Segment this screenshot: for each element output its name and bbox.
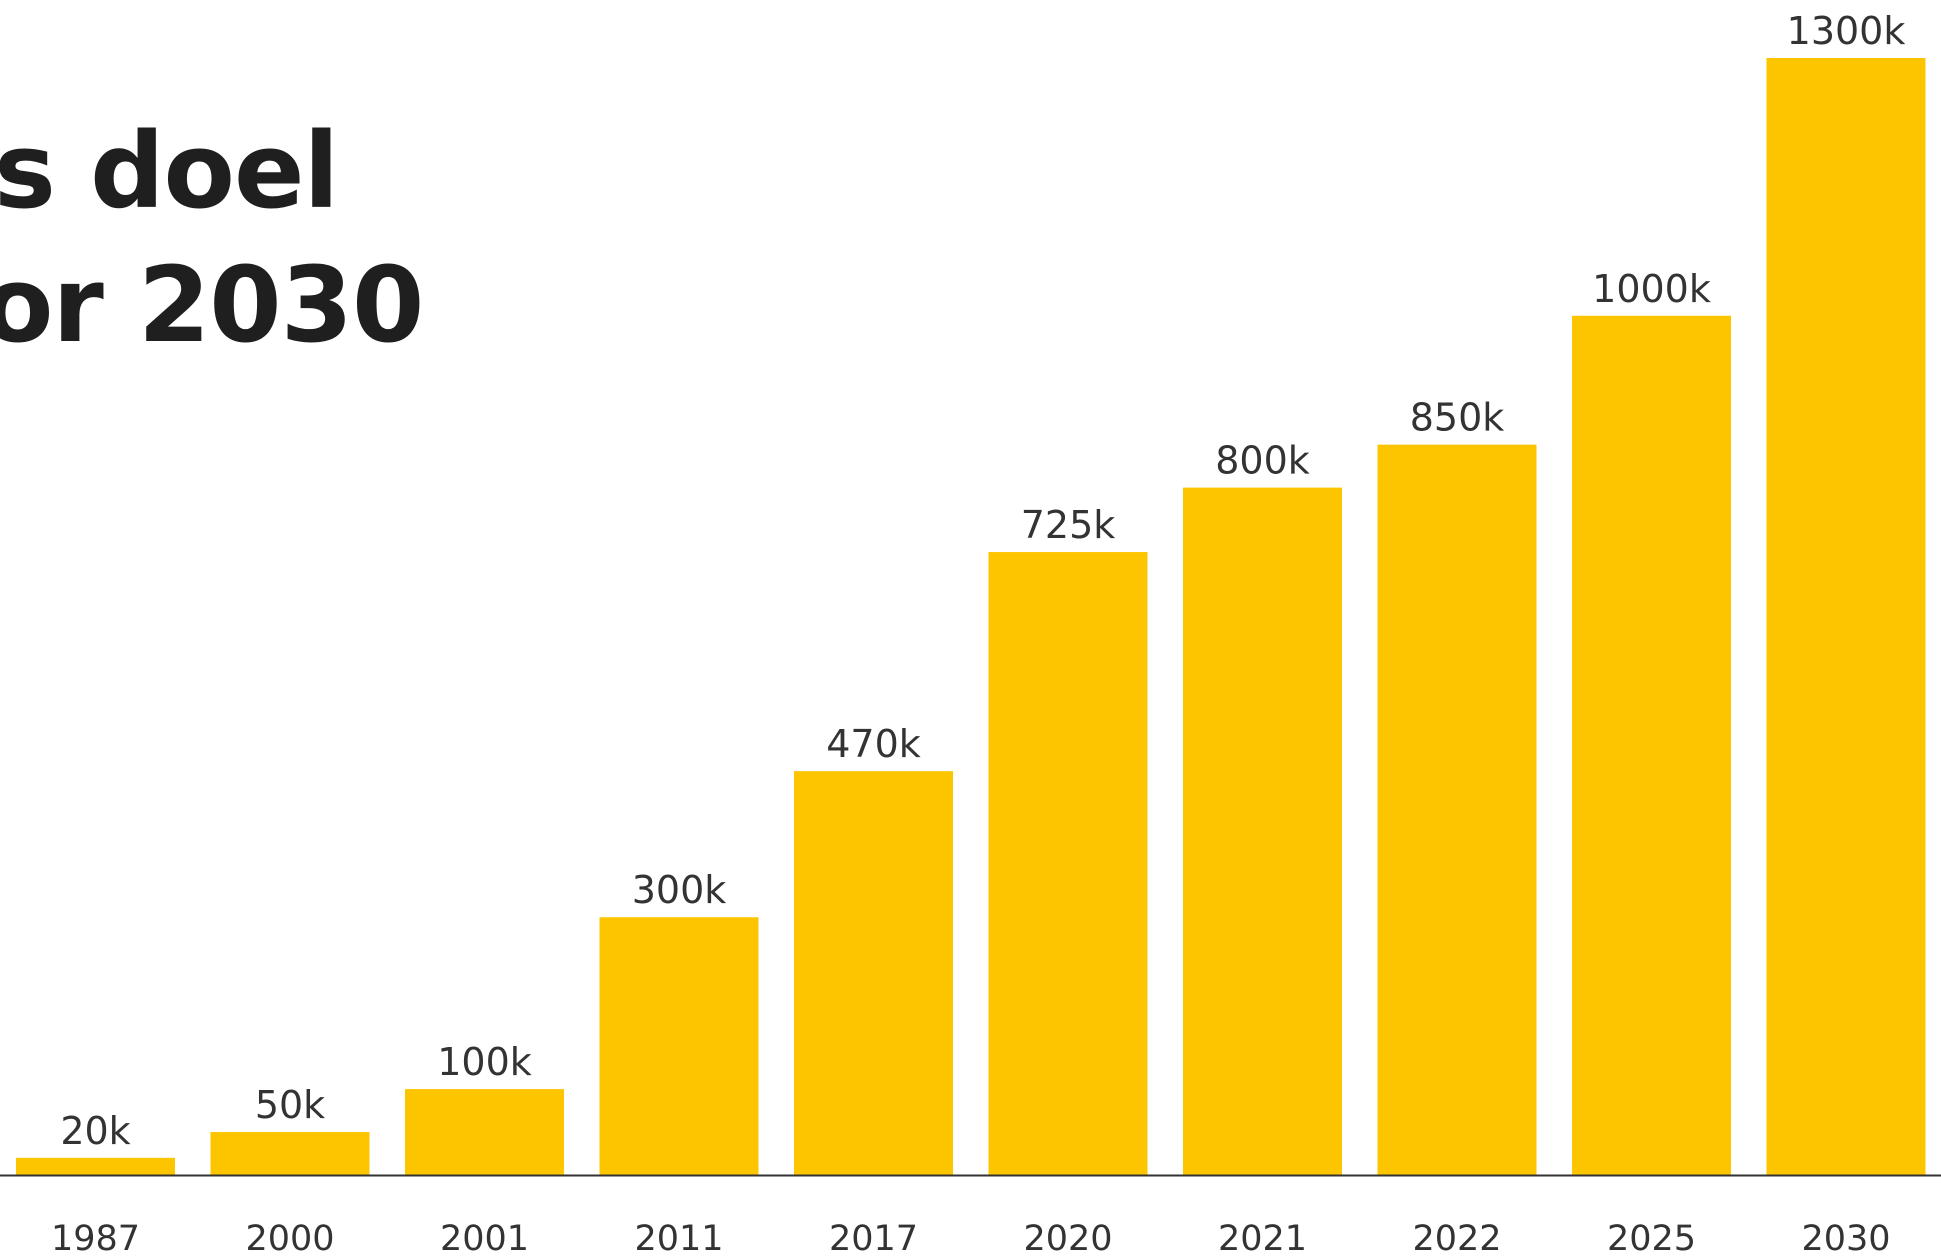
value-label-2025: 1000k	[1592, 267, 1711, 311]
bar-2025	[1572, 315, 1731, 1175]
value-label-2011: 300k	[632, 868, 727, 912]
x-tick-label-2001: 2001	[440, 1219, 529, 1256]
x-tick-label-2011: 2011	[634, 1219, 723, 1256]
bar-2020	[988, 552, 1148, 1175]
bar-1987	[16, 1157, 175, 1175]
x-tick-label-2000: 2000	[245, 1219, 334, 1256]
value-label-2021: 800k	[1215, 439, 1310, 483]
x-tick-label-2021: 2021	[1218, 1219, 1307, 1256]
value-labels-group: 20k 50k 100k 300k 470k 725k 800k 850k 1000k 1300k	[60, 9, 1905, 1153]
value-label-1987: 20k	[60, 1109, 130, 1153]
value-label-2020: 725k	[1021, 503, 1116, 547]
bar-2000	[210, 1132, 370, 1175]
x-tick-label-2030: 2030	[1801, 1219, 1890, 1256]
x-tick-label-1987: 1987	[51, 1219, 140, 1256]
title-line-2: or 2030	[0, 244, 424, 366]
x-tick-label-2025: 2025	[1607, 1219, 1696, 1256]
value-label-2000: 50k	[255, 1083, 325, 1127]
bar-2022	[1377, 444, 1537, 1176]
value-label-2030: 1300k	[1787, 9, 1906, 53]
value-label-2022: 850k	[1410, 396, 1505, 440]
title-line-1: s doel	[0, 110, 339, 232]
chart-title: s doel or 2030	[0, 104, 714, 372]
bar-2030	[1766, 58, 1926, 1175]
x-tick-labels-group: 1987 2000 2001 2011 2017 2020 2021 2022 2025 2030	[51, 1219, 1891, 1256]
value-label-2001: 100k	[437, 1040, 532, 1084]
x-tick-label-2017: 2017	[829, 1219, 918, 1256]
x-tick-label-2022: 2022	[1412, 1219, 1501, 1256]
bar-2001	[405, 1089, 564, 1175]
value-label-2017: 470k	[826, 722, 921, 766]
bars-group	[16, 58, 1926, 1176]
bar-2021	[1183, 487, 1342, 1176]
bar-2017	[794, 771, 953, 1175]
x-tick-label-2020: 2020	[1023, 1219, 1112, 1256]
bar-2011	[599, 917, 759, 1175]
